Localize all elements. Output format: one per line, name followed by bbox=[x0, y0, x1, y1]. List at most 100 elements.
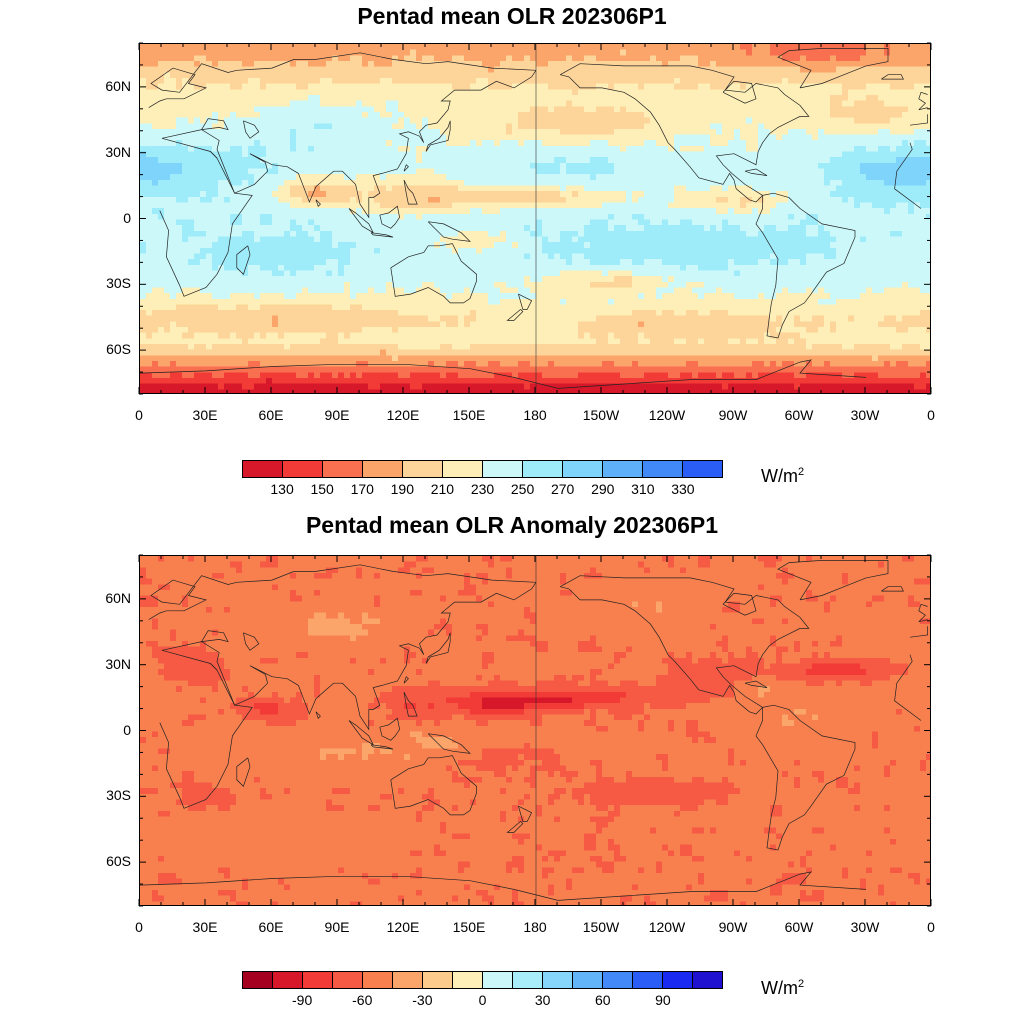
lon-label: 30E bbox=[192, 407, 218, 423]
colorbar-label: 30 bbox=[534, 992, 551, 1008]
colorbar-swatch bbox=[333, 972, 363, 988]
lat-label: 60N bbox=[105, 589, 131, 606]
colorbar-swatch bbox=[483, 461, 523, 477]
coastline bbox=[403, 179, 418, 205]
lat-label: 0 bbox=[123, 209, 131, 226]
colorbar-swatch bbox=[513, 972, 543, 988]
coastline bbox=[348, 208, 375, 234]
colorbar-label: 0 bbox=[478, 992, 487, 1008]
coastline bbox=[148, 564, 928, 638]
anomaly-colorbar bbox=[242, 971, 723, 989]
colorbar-label: 290 bbox=[591, 481, 615, 497]
colorbar-label: 150 bbox=[310, 481, 334, 497]
lat-label: 60S bbox=[106, 853, 131, 870]
coastline bbox=[560, 575, 810, 715]
lon-label: 0 bbox=[135, 919, 143, 935]
colorbar-swatch bbox=[603, 461, 643, 477]
colorbar-swatch bbox=[303, 972, 333, 988]
colorbar-label: 190 bbox=[390, 481, 414, 497]
coastline bbox=[918, 603, 928, 623]
coastline bbox=[518, 805, 533, 822]
lon-label: 30W bbox=[850, 919, 880, 935]
coastline bbox=[518, 293, 533, 310]
coastline bbox=[403, 691, 418, 717]
coastline bbox=[243, 632, 260, 651]
coastline bbox=[315, 711, 321, 719]
lon-label: 120W bbox=[648, 407, 686, 423]
colorbar-swatch bbox=[643, 461, 683, 477]
colorbar-swatch bbox=[523, 461, 563, 477]
lon-label: 90W bbox=[718, 919, 748, 935]
olr-colorbar bbox=[242, 460, 723, 478]
coastlines bbox=[140, 560, 928, 901]
coastline bbox=[722, 80, 757, 104]
coastline bbox=[161, 582, 537, 731]
lat-label: 30N bbox=[105, 143, 131, 160]
coastline bbox=[243, 120, 260, 139]
lon-label: 0 bbox=[927, 919, 935, 935]
lon-label: 60E bbox=[258, 407, 284, 423]
coastline bbox=[777, 48, 889, 89]
lon-label: 150W bbox=[582, 919, 620, 935]
colorbar-label: -30 bbox=[412, 992, 433, 1008]
coastline bbox=[148, 52, 928, 126]
lon-label: 180 bbox=[523, 407, 547, 423]
coastline bbox=[427, 733, 471, 754]
colorbar-label: 310 bbox=[631, 481, 655, 497]
colorbar-swatch bbox=[393, 972, 423, 988]
colorbar-swatch bbox=[633, 972, 663, 988]
coastline bbox=[390, 755, 477, 816]
coastline bbox=[918, 91, 928, 111]
lon-label: 90W bbox=[718, 407, 748, 423]
olr-colorbar-unit: W/m2 bbox=[761, 466, 805, 486]
coastline bbox=[370, 744, 394, 750]
olr-anomaly-map-title: Pentad mean OLR Anomaly 202306P1 bbox=[305, 512, 719, 538]
lat-label: 30S bbox=[106, 275, 131, 292]
olr-map-title: Pentad mean OLR 202306P1 bbox=[357, 3, 667, 29]
lat-label: 30S bbox=[106, 787, 131, 804]
lon-label: 150W bbox=[582, 407, 620, 423]
olr-map bbox=[139, 43, 931, 394]
colorbar-label: 330 bbox=[671, 481, 695, 497]
colorbar-label: -60 bbox=[352, 992, 373, 1008]
colorbar-label: 270 bbox=[550, 481, 575, 497]
coastline bbox=[159, 649, 922, 809]
olr-field bbox=[140, 44, 930, 393]
coastline bbox=[210, 151, 218, 159]
colorbar-swatch bbox=[403, 461, 443, 477]
coastline bbox=[201, 118, 229, 131]
coastline bbox=[140, 871, 867, 901]
lat-label: 60S bbox=[106, 341, 131, 358]
colorbar-label: 250 bbox=[510, 481, 535, 497]
colorbar-label: 230 bbox=[470, 481, 495, 497]
colorbar-swatch bbox=[683, 461, 722, 477]
coastline bbox=[161, 70, 537, 219]
colorbar-label: 170 bbox=[350, 481, 374, 497]
coastline bbox=[236, 757, 251, 787]
colorbar-swatch bbox=[603, 972, 633, 988]
coastline bbox=[881, 74, 904, 80]
coastline bbox=[370, 232, 394, 238]
lon-label: 0 bbox=[927, 407, 935, 423]
lat-label: 60N bbox=[105, 77, 131, 94]
lon-label: 150E bbox=[452, 919, 486, 935]
lon-label: 120W bbox=[648, 919, 686, 935]
coastline bbox=[403, 164, 409, 172]
olr-anomaly-map bbox=[139, 555, 931, 906]
coastline bbox=[379, 717, 400, 741]
colorbar-swatch bbox=[243, 972, 273, 988]
coastline bbox=[777, 560, 889, 601]
coastline bbox=[425, 120, 451, 152]
colorbar-swatch bbox=[283, 461, 323, 477]
colorbar-swatch bbox=[423, 972, 453, 988]
coastline bbox=[744, 680, 768, 688]
colorbar-swatch bbox=[563, 461, 603, 477]
colorbar-label: 210 bbox=[430, 481, 455, 497]
lon-label: 60W bbox=[784, 919, 814, 935]
colorbar-label: 90 bbox=[655, 992, 671, 1008]
lon-label: 90E bbox=[324, 919, 350, 935]
colorbar-swatch bbox=[453, 972, 483, 988]
lat-label: 0 bbox=[123, 721, 131, 738]
colorbar-swatch bbox=[573, 972, 603, 988]
coastline bbox=[159, 137, 922, 297]
